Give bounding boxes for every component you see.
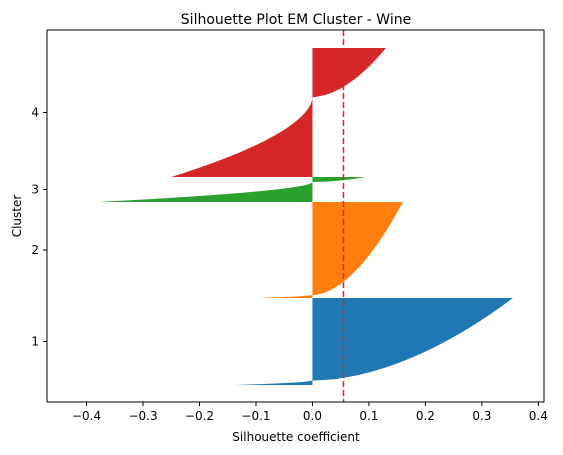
- y-axis-label: Cluster: [10, 195, 24, 238]
- cluster-2-silhouette: [255, 202, 403, 298]
- axes-frame: [46, 29, 545, 403]
- x-axis-label: Silhouette coefficient: [232, 430, 360, 444]
- y-tick-label: 1: [31, 335, 39, 349]
- y-axis-ticks: 1 2 3 4: [31, 106, 47, 349]
- x-tick-label: −0.2: [185, 409, 214, 423]
- cluster-4-silhouette: [171, 48, 386, 177]
- y-tick-label: 2: [31, 243, 39, 257]
- x-tick-label: 0.2: [416, 409, 435, 423]
- x-tick-label: −0.3: [128, 409, 157, 423]
- x-tick-label: −0.4: [72, 409, 101, 423]
- cluster-1-silhouette: [236, 298, 513, 385]
- x-tick-label: 0.0: [303, 409, 322, 423]
- cluster-3-silhouette: [97, 177, 367, 202]
- x-tick-label: 0.1: [359, 409, 378, 423]
- y-tick-label: 3: [31, 183, 39, 197]
- chart-title: Silhouette Plot EM Cluster - Wine: [181, 12, 411, 28]
- x-axis-ticks: −0.4 −0.3 −0.2 −0.1 0.0 0.1 0.2 0.3 0.4: [72, 402, 548, 423]
- plot-area: [97, 30, 513, 402]
- x-tick-label: 0.3: [472, 409, 491, 423]
- x-tick-label: −0.1: [241, 409, 270, 423]
- x-tick-label: 0.4: [529, 409, 548, 423]
- y-tick-label: 4: [31, 106, 39, 120]
